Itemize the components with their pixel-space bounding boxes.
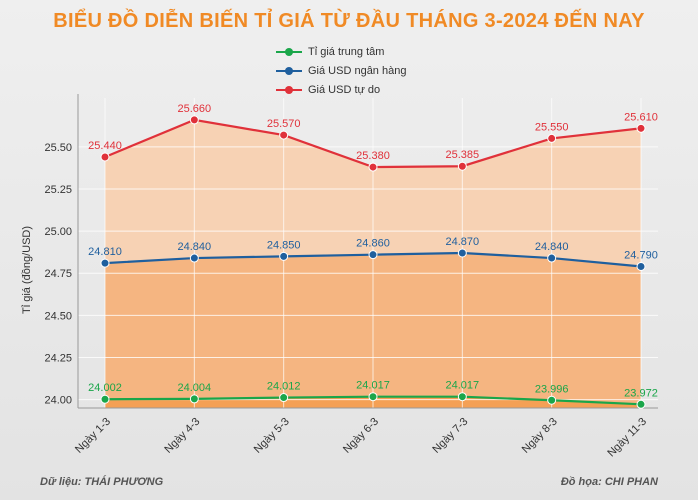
data-label: 23.996 <box>535 383 569 395</box>
data-label: 24.017 <box>356 380 390 392</box>
y-tick-labels: 24.00 24.25 24.50 24.75 25.00 25.25 25.50 <box>44 142 72 407</box>
y-tick-label: 24.25 <box>44 352 72 364</box>
data-point <box>368 162 378 172</box>
legend-swatch-red-icon <box>276 85 302 95</box>
x-tick-label: Ngày 6-3 <box>341 416 381 456</box>
data-point <box>189 253 199 263</box>
data-point <box>636 123 646 133</box>
series-points <box>100 115 646 409</box>
legend-item-bank-rate: Giá USD ngân hàng <box>276 61 406 80</box>
chart-title: BIỂU ĐỒ DIỄN BIẾN TỈ GIÁ TỪ ĐẦU THÁNG 3-… <box>53 10 645 32</box>
data-point <box>189 115 199 125</box>
legend-label: Giá USD tự do <box>308 83 381 96</box>
data-point <box>368 250 378 260</box>
y-tick-label: 25.00 <box>44 226 72 238</box>
y-tick-label: 24.00 <box>44 395 72 407</box>
data-label: 24.870 <box>446 236 480 248</box>
legend-label: Tỉ giá trung tâm <box>308 45 385 58</box>
data-point <box>636 261 646 271</box>
data-label: 24.850 <box>267 239 301 251</box>
graphic-credit: Đồ họa: CHI PHAN <box>560 476 658 488</box>
x-tick-label: Ngày 11-3 <box>605 416 649 460</box>
data-point <box>189 394 199 404</box>
data-point <box>547 395 557 405</box>
x-tick-label: Ngày 8-3 <box>520 416 560 456</box>
data-label: 23.972 <box>624 387 658 399</box>
legend-swatch-blue-icon <box>276 66 302 76</box>
data-label: 24.012 <box>267 381 301 393</box>
data-source: Dữ liệu: THÁI PHƯƠNG <box>40 476 164 488</box>
legend-label: Giá USD ngân hàng <box>308 64 407 77</box>
data-point <box>279 251 289 261</box>
legend-swatch-green-icon <box>276 47 302 57</box>
data-labels: 24.002 24.004 24.012 24.017 24.017 23.996 23.9… <box>88 103 658 399</box>
data-point <box>547 253 557 263</box>
data-point <box>457 392 467 402</box>
data-point <box>636 399 646 409</box>
data-point <box>279 130 289 140</box>
data-label: 25.440 <box>88 140 122 152</box>
legend: Tỉ giá trung tâm Giá USD ngân hàng Giá U… <box>276 42 406 99</box>
data-label: 24.002 <box>88 382 122 394</box>
legend-item-central-rate: Tỉ giá trung tâm <box>276 42 406 61</box>
data-point <box>279 393 289 403</box>
legend-item-free-rate: Giá USD tự do <box>276 80 406 99</box>
y-tick-label: 24.75 <box>44 268 72 280</box>
data-point <box>100 152 110 162</box>
y-tick-label: 25.50 <box>44 142 72 154</box>
data-point <box>457 248 467 258</box>
x-tick-labels: Ngày 1-3 Ngày 4-3 Ngày 5-3 Ngày 6-3 Ngày 7-3… <box>73 416 649 460</box>
x-tick-label: Ngày 1-3 <box>73 416 113 456</box>
y-axis-label: Tỉ giá (đồng/USD) <box>21 226 33 314</box>
data-label: 24.810 <box>88 246 122 258</box>
data-label: 24.790 <box>624 249 658 261</box>
y-tick-label: 25.25 <box>44 184 72 196</box>
data-point <box>100 394 110 404</box>
x-tick-label: Ngày 7-3 <box>430 416 470 456</box>
data-label: 24.004 <box>178 382 212 394</box>
data-label: 25.570 <box>267 118 301 130</box>
data-point <box>368 392 378 402</box>
data-label: 25.385 <box>446 149 480 161</box>
x-tick-label: Ngày 5-3 <box>252 416 292 456</box>
data-label: 24.017 <box>446 380 480 392</box>
data-label: 24.840 <box>535 241 569 253</box>
data-point <box>100 258 110 268</box>
data-label: 25.660 <box>178 103 212 115</box>
data-point <box>457 161 467 171</box>
y-tick-label: 24.50 <box>44 310 72 322</box>
data-point <box>547 133 557 143</box>
data-label: 24.860 <box>356 238 390 250</box>
x-tick-label: Ngày 4-3 <box>162 416 202 456</box>
data-label: 24.840 <box>178 241 212 253</box>
data-label: 25.550 <box>535 121 569 133</box>
data-label: 25.380 <box>356 150 390 162</box>
data-label: 25.610 <box>624 111 658 123</box>
